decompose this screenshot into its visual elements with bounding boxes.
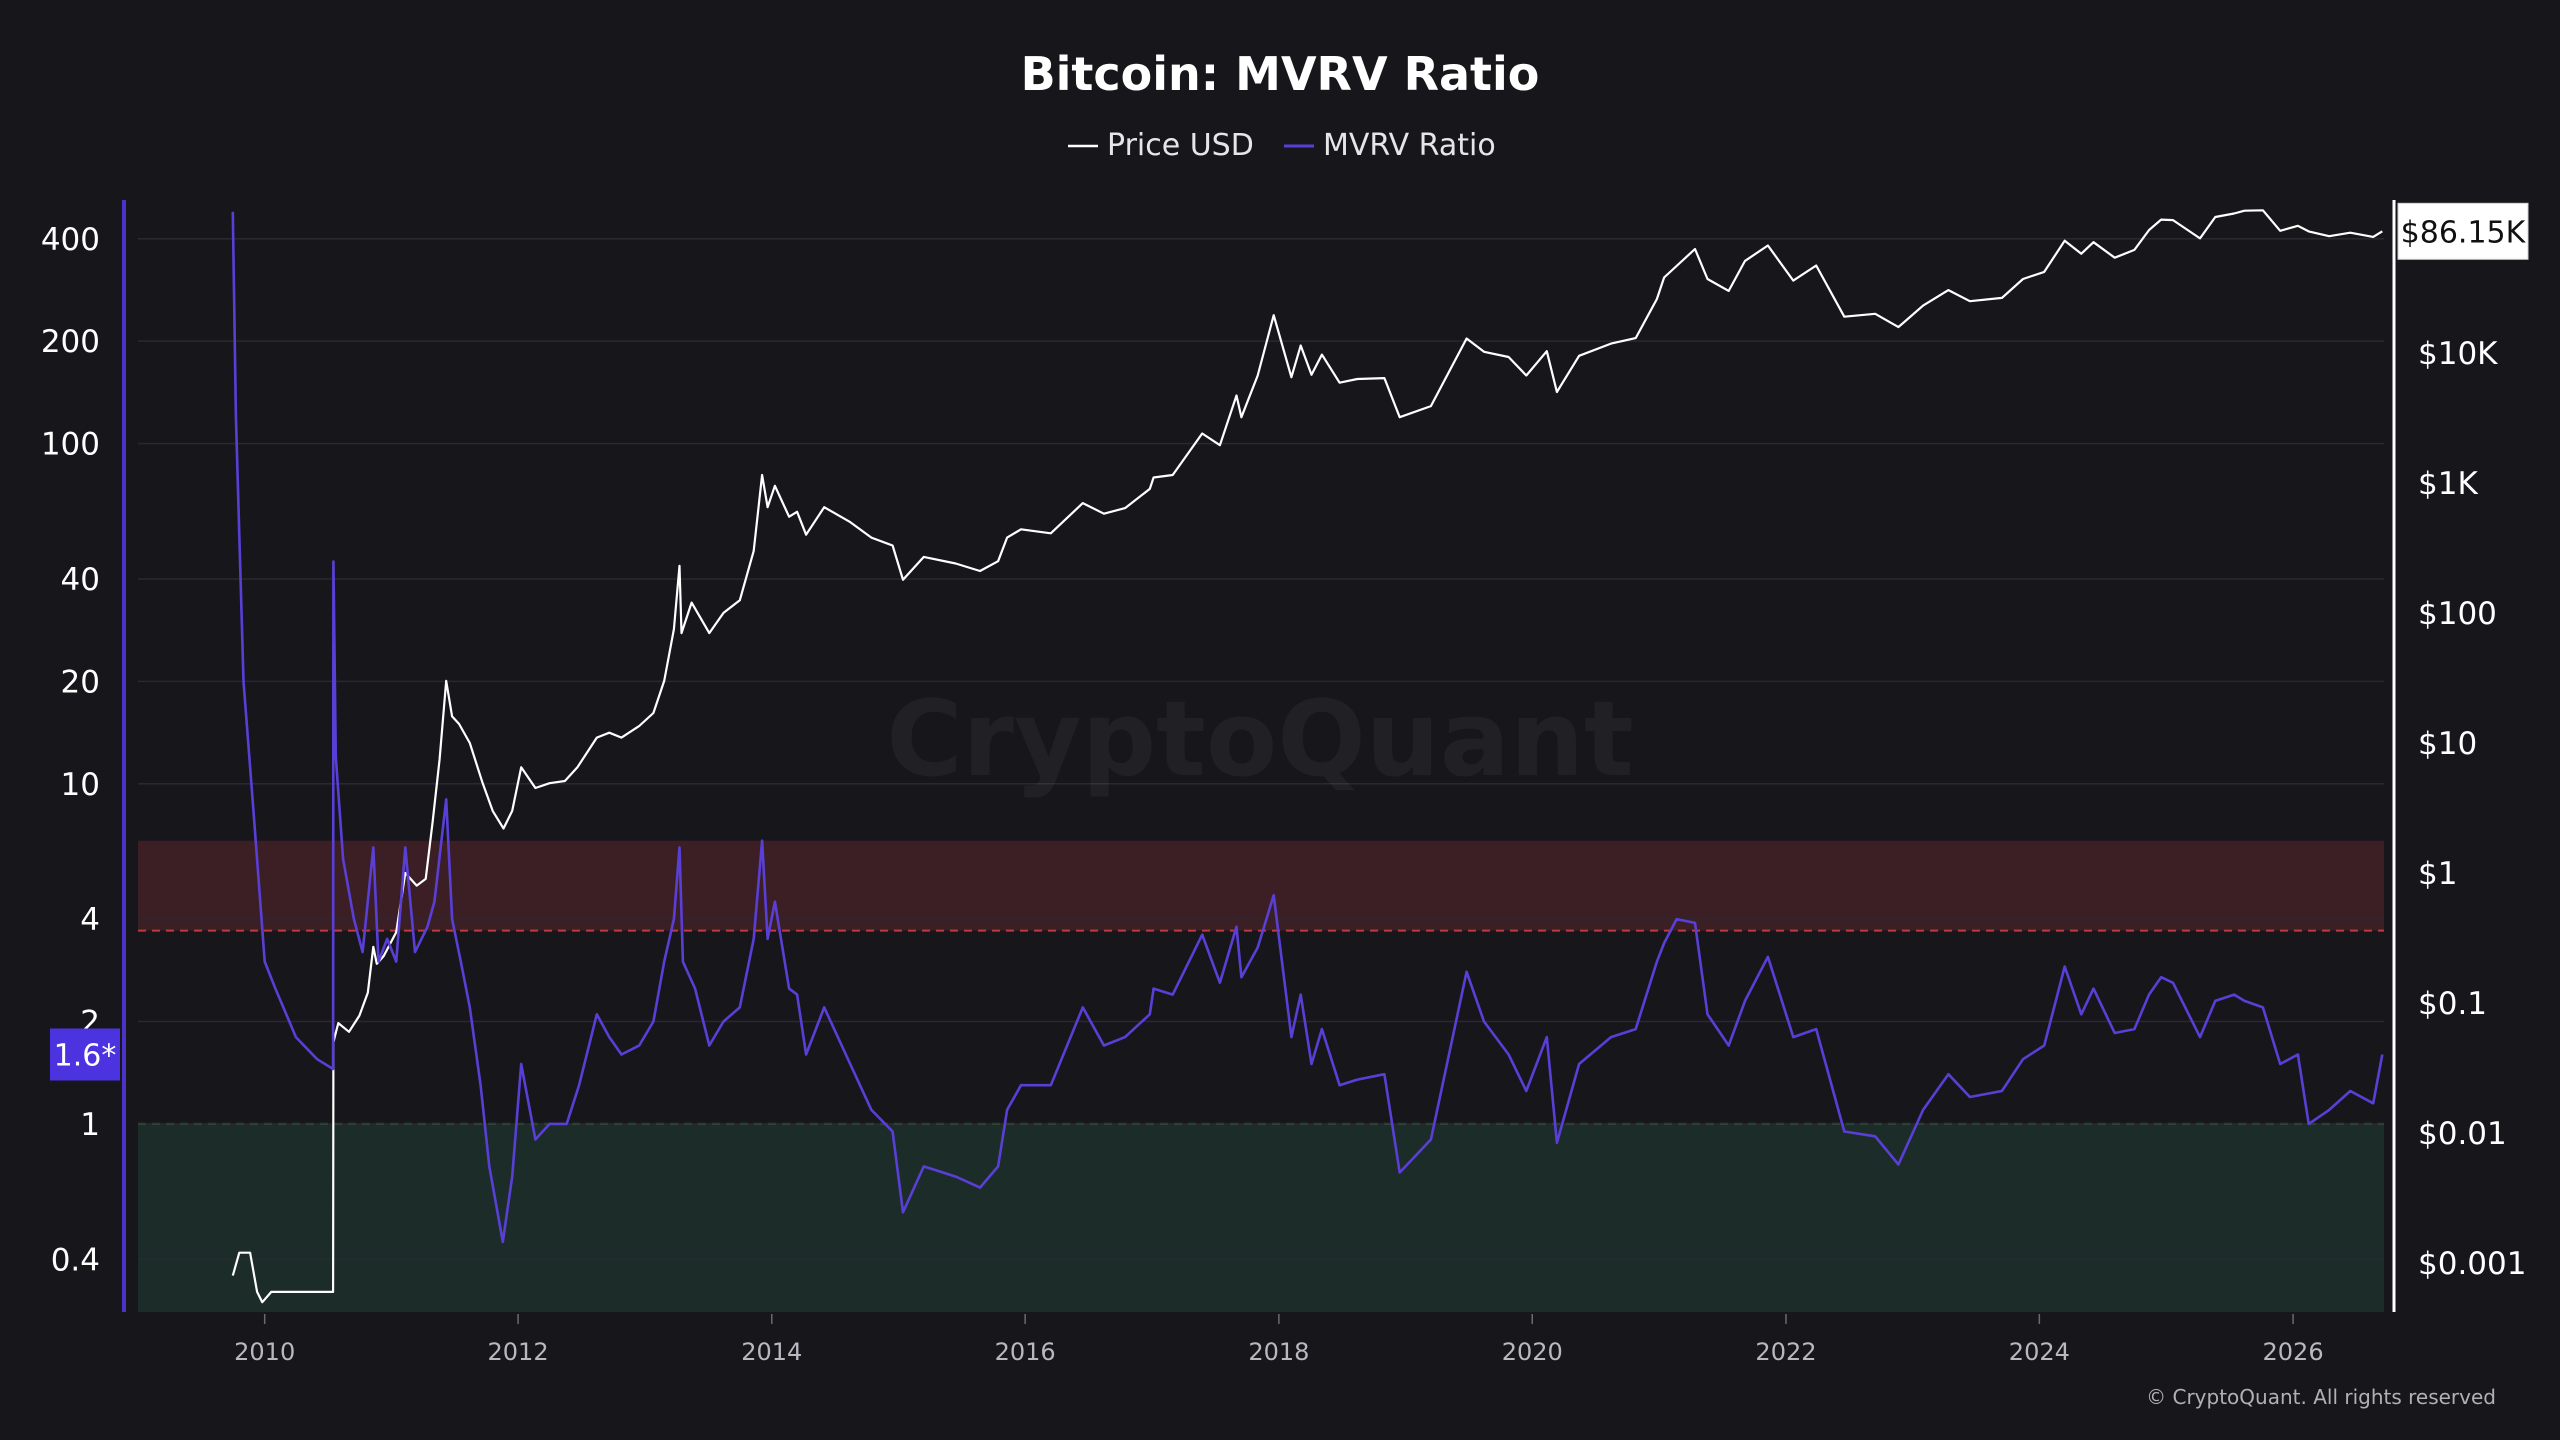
- left-tick-label: 20: [61, 664, 100, 700]
- x-tick-label: 2016: [995, 1338, 1056, 1366]
- right-tick-label: $100: [2418, 596, 2497, 632]
- mvrv-ratio-line: [231, 211, 2384, 1244]
- x-tick-label: 2020: [1502, 1338, 1563, 1366]
- left-tick-label: 40: [61, 562, 100, 598]
- x-tick-label: 2010: [234, 1338, 295, 1366]
- right-tick-label: $10: [2418, 726, 2477, 762]
- watermark: CryptoQuant: [886, 678, 1633, 800]
- legend-label-mvrv: MVRV Ratio: [1323, 128, 1496, 163]
- right-tick-label: $10K: [2418, 336, 2498, 372]
- price-usd-line: [231, 209, 2383, 1304]
- chart-title: Bitcoin: MVRV Ratio: [1021, 47, 1540, 101]
- x-tick-label: 2018: [1248, 1338, 1309, 1366]
- legend-item-mvrv[interactable]: MVRV Ratio: [1284, 128, 1496, 163]
- left-tick-label: 10: [61, 767, 100, 803]
- legend-label-price: Price USD: [1107, 128, 1254, 163]
- left-tick-label: 100: [41, 427, 100, 463]
- right-tick-label: $1K: [2418, 466, 2478, 502]
- left-tick-label: 0.4: [51, 1242, 100, 1278]
- left-tick-label: 400: [41, 222, 100, 258]
- left-tick-label: 4: [80, 902, 100, 938]
- legend: Price USD MVRV Ratio: [1068, 128, 1496, 163]
- right-tick-label: $0.1: [2418, 986, 2487, 1022]
- copyright-notice: © CryptoQuant. All rights reserved: [2146, 1385, 2496, 1409]
- overvalued-band: [138, 840, 2384, 931]
- left-tick-label: 200: [41, 324, 100, 360]
- mvrv-current-value-badge: [50, 1028, 120, 1081]
- mvrv-current-value-label: 1.6*: [54, 1038, 117, 1073]
- price-current-value-label: $86.15K: [2401, 215, 2527, 250]
- x-tick-label: 2024: [2009, 1338, 2070, 1366]
- legend-item-price[interactable]: Price USD: [1068, 128, 1254, 163]
- right-tick-label: $0.001: [2418, 1246, 2526, 1282]
- left-tick-label: 1: [80, 1107, 100, 1143]
- right-tick-label: $0.01: [2418, 1116, 2507, 1152]
- undervalued-band: [138, 1123, 2384, 1312]
- x-tick-label: 2012: [488, 1338, 549, 1366]
- x-tick-label: 2014: [741, 1338, 802, 1366]
- right-tick-label: $1: [2418, 856, 2457, 892]
- x-tick-label: 2026: [2263, 1338, 2324, 1366]
- price-current-value-badge: [2397, 202, 2529, 260]
- x-tick-label: 2022: [1755, 1338, 1816, 1366]
